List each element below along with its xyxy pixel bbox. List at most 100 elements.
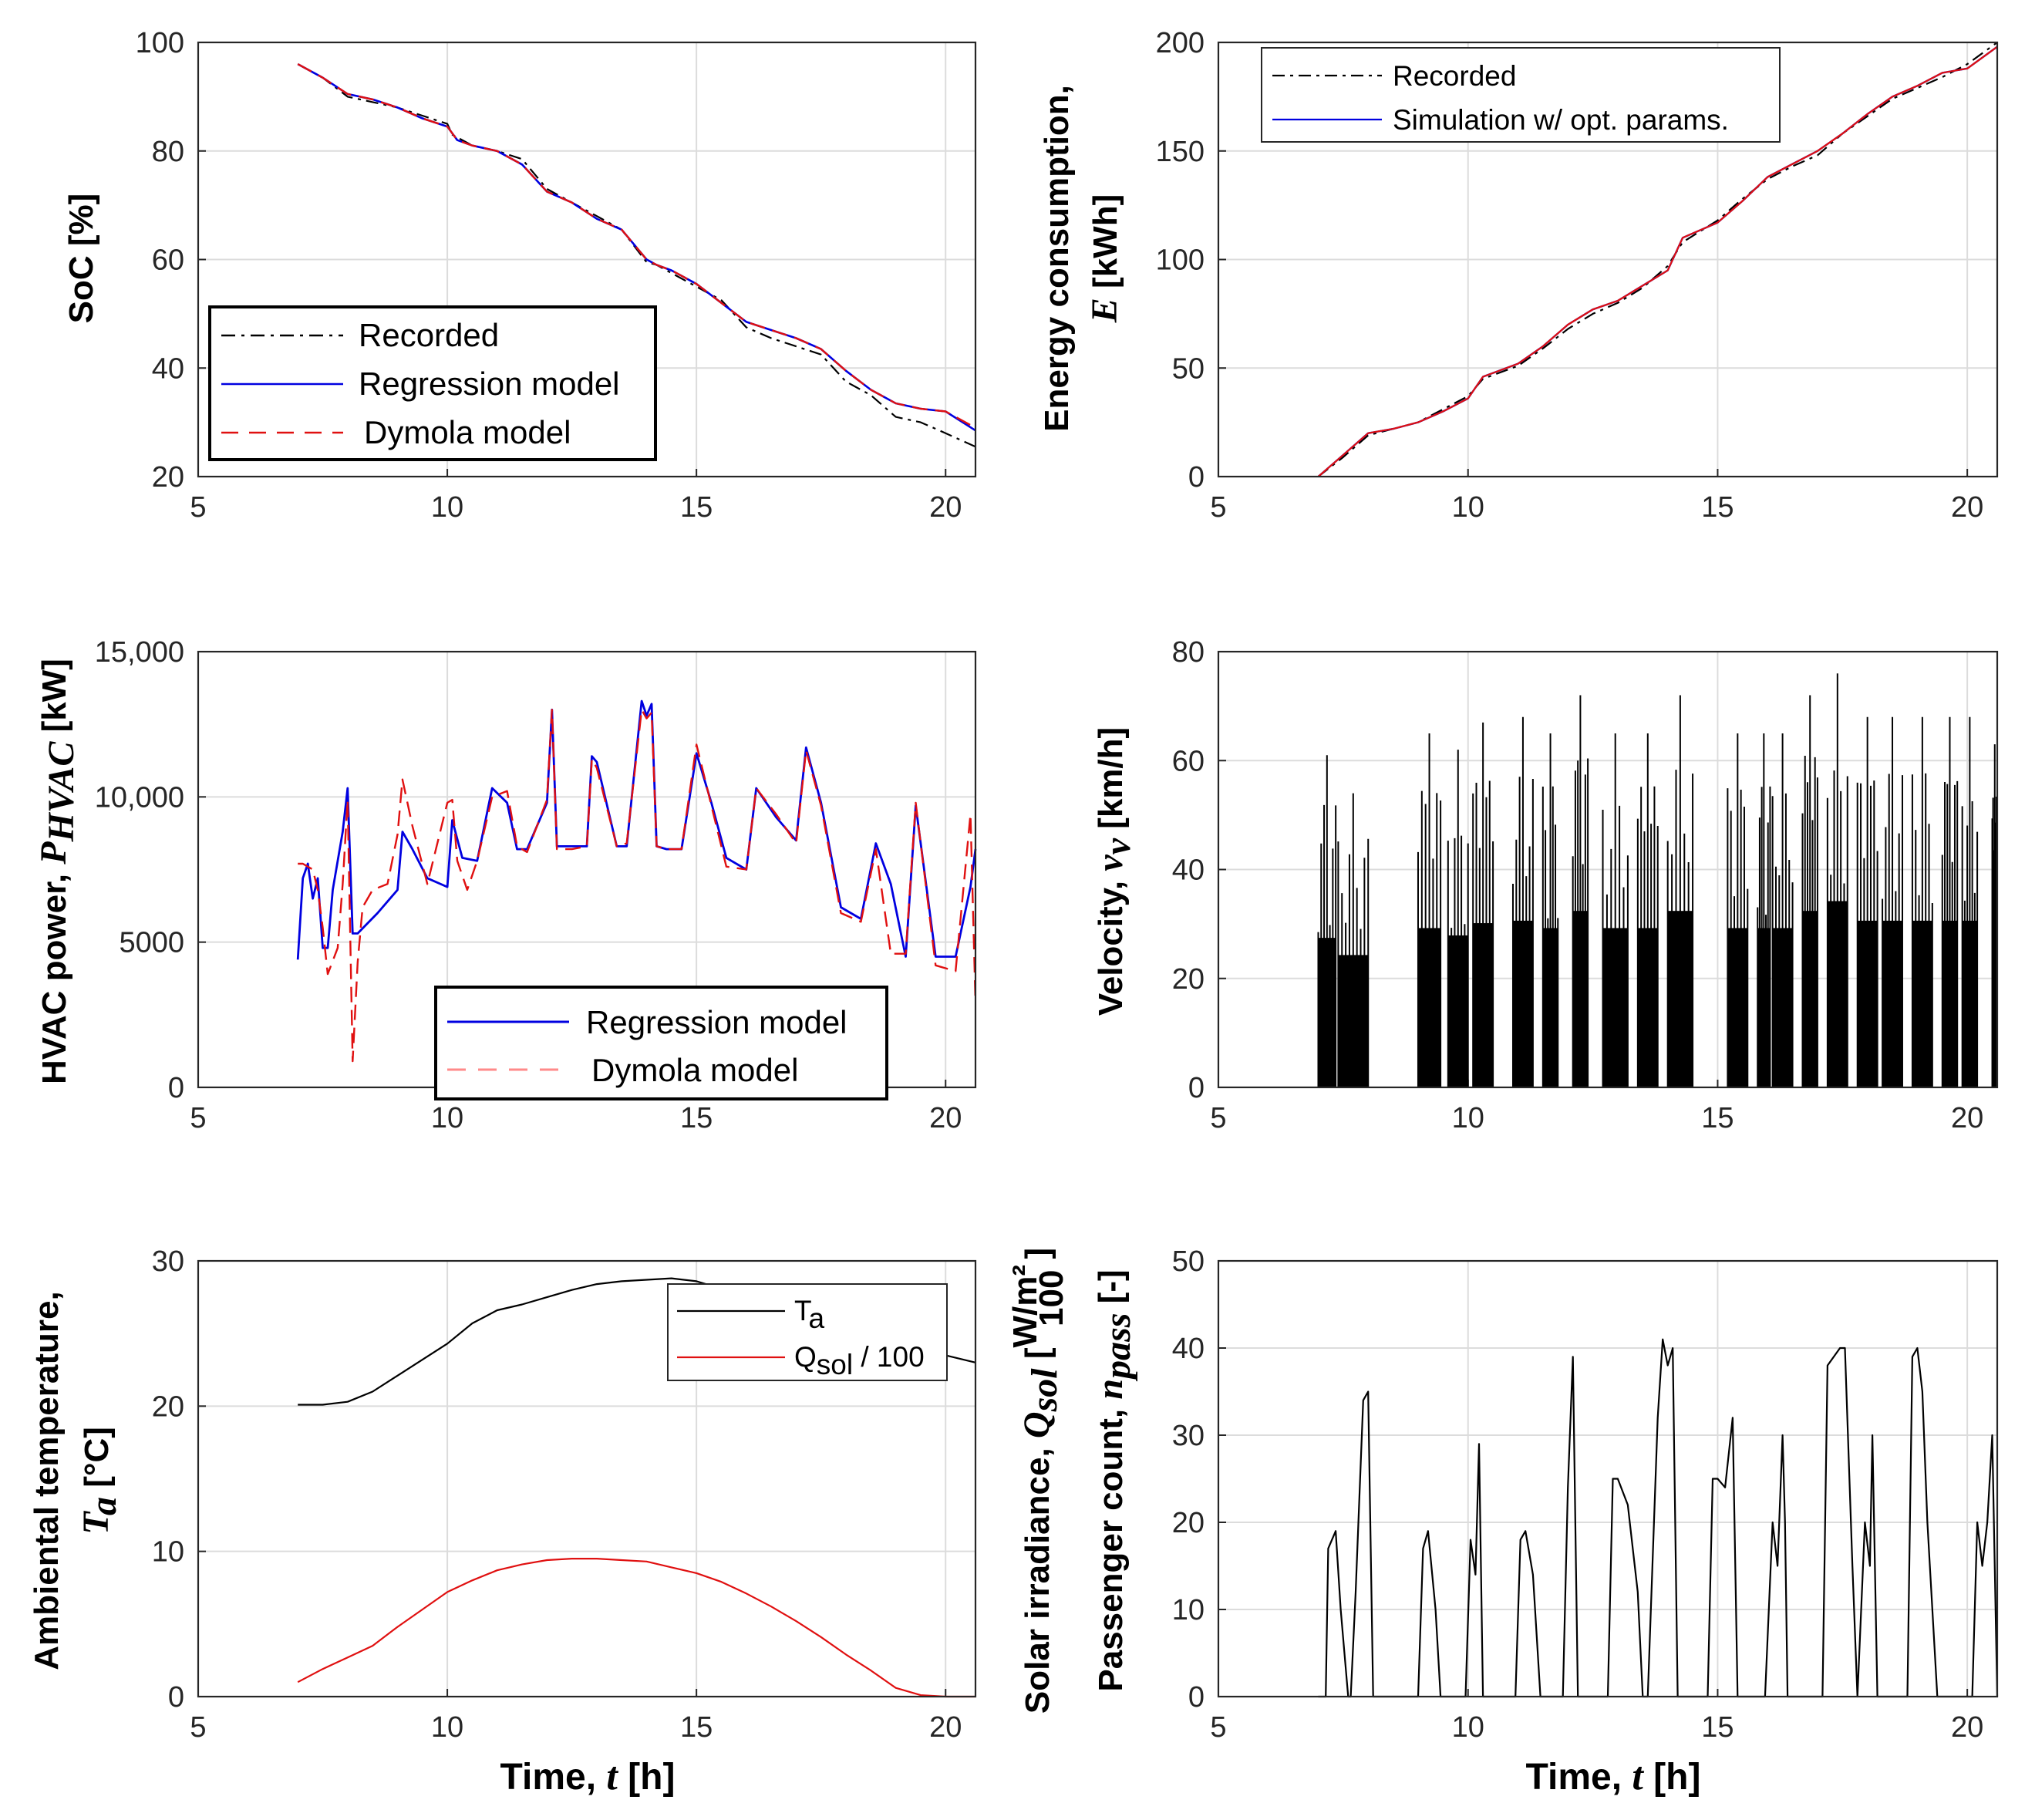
velocity-burst (1572, 695, 1589, 1087)
velocity-axes-frame (1217, 650, 1999, 1089)
soc-xtick-label: 5 (190, 491, 206, 524)
passengers-plot-area (1218, 1261, 1997, 1697)
soc-legend-dymola: Dymola model (364, 414, 571, 450)
hvac-ytick-label: 5000 (119, 927, 184, 959)
ambient-legend-ta: Ta (794, 1295, 825, 1334)
ambient-xtick-label: 10 (431, 1711, 463, 1744)
velocity-burst (1511, 716, 1534, 1087)
velocity-burst (1771, 733, 1794, 1087)
hvac-ylabel: HVAC power, PHVAC [kW] (33, 659, 82, 1084)
ambient-series-ta (298, 1277, 976, 1406)
velocity-ytick-label: 80 (1172, 636, 1205, 669)
energy-ytick-label: 200 (1156, 27, 1205, 59)
svg-text:Passenger count, npass [-]: Passenger count, npass [-] (1090, 1269, 1138, 1691)
energy-ytick-label: 100 (1156, 244, 1205, 277)
ambient-ytick-label: 10 (152, 1536, 184, 1569)
hvac-legend: Regression model Dymola model (434, 986, 888, 1100)
ambient-ytick-label: 30 (152, 1245, 184, 1278)
ambient-legend: Ta Qsol / 100 (667, 1283, 948, 1381)
passenger-series (1318, 1338, 1999, 1698)
passengers-ytick-label: 20 (1172, 1507, 1205, 1539)
passenger-xlabel: Time, t [h] (1526, 1754, 1701, 1798)
ambient-ytick-label: 0 (168, 1681, 184, 1714)
soc-xtick-label: 15 (680, 491, 713, 524)
hvac-xtick-label: 10 (431, 1102, 463, 1134)
passenger-ylabel: Passenger count, npass [-] (1090, 1269, 1138, 1691)
soc-axes-frame (197, 41, 977, 478)
energy-legend-recorded: Recorded (1393, 60, 1516, 92)
velocity-chart: 5 10 15 20 0 20 40 60 80 (1172, 636, 1999, 1134)
hvac-legend-regression: Regression model (586, 1004, 847, 1040)
energy-xtick-label: 20 (1951, 491, 1983, 524)
velocity-ytick-label: 40 (1172, 854, 1205, 887)
energy-ytick-label: 50 (1172, 352, 1205, 385)
velocity-burst (1472, 722, 1494, 1087)
energy-ytick-label: 150 (1156, 136, 1205, 168)
passengers-xtick-label: 20 (1951, 1711, 1983, 1744)
velocity-xtick-label: 10 (1452, 1102, 1484, 1134)
velocity-burst (1602, 733, 1629, 1087)
passenger-chart: 5 10 15 20 0 10 20 30 40 50 (1172, 1245, 1999, 1744)
velocity-burst (1856, 716, 1878, 1087)
hvac-ytick-label: 10,000 (95, 781, 184, 814)
passengers-ytick-label: 30 (1172, 1420, 1205, 1452)
energy-legend: Recorded Simulation w/ opt. params. (1261, 47, 1781, 143)
velocity-burst (1636, 733, 1659, 1087)
ambient-xtick-label: 20 (929, 1711, 962, 1744)
velocity-burst (1447, 750, 1469, 1087)
velocity-burst (1911, 716, 1933, 1087)
soc-ytick-label: 80 (152, 136, 184, 168)
velocity-burst (1757, 733, 1771, 1087)
soc-legend: Recorded Regression model Dymola model (208, 305, 657, 461)
velocity-burst (1666, 695, 1694, 1087)
energy-xtick-label: 5 (1210, 491, 1226, 524)
energy-axes-frame (1217, 41, 1999, 478)
soc-xtick-label: 10 (431, 491, 463, 524)
passengers-xtick-label: 10 (1452, 1711, 1484, 1744)
velocity-burst (1882, 716, 1903, 1087)
ambient-ylabel: Ambiental temperature, Ta [°C] (28, 1291, 124, 1670)
velocity-burst (1826, 673, 1848, 1087)
energy-ylabel: Energy consumption, E [kWh] (1038, 85, 1125, 432)
ambient-axes-frame (197, 1259, 977, 1698)
svg-text:Ambiental temperature,: Ambiental temperature, (28, 1291, 66, 1670)
velocity-burst (1541, 733, 1559, 1087)
energy-series-sim-overlay (1317, 46, 1998, 477)
hvac-legend-dymola: Dymola model (591, 1052, 798, 1088)
hvac-xtick-label: 15 (680, 1102, 713, 1134)
soc-ytick-label: 20 (152, 461, 184, 494)
velocity-xtick-label: 15 (1701, 1102, 1734, 1134)
passengers-xtick-label: 5 (1210, 1711, 1226, 1744)
svg-text:Energy consumption,: Energy consumption, (1038, 85, 1076, 432)
energy-series-recorded (1317, 42, 1998, 477)
energy-xtick-label: 10 (1452, 491, 1484, 524)
soc-legend-recorded: Recorded (359, 317, 499, 353)
soc-ytick-label: 60 (152, 244, 184, 277)
passengers-ytick-label: 50 (1172, 1245, 1205, 1278)
velocity-xtick-label: 20 (1951, 1102, 1983, 1134)
ambient-series-qsol (297, 1557, 975, 1698)
ambient-ytick-label: 20 (152, 1390, 184, 1423)
velocity-ytick-label: 20 (1172, 963, 1205, 996)
velocity-burst (1337, 793, 1370, 1087)
hvac-ytick-label: 15,000 (95, 636, 184, 669)
velocity-burst (1801, 695, 1818, 1087)
energy-xtick-label: 15 (1701, 491, 1734, 524)
velocity-ylabel: Velocity, vv [km/h] (1090, 727, 1138, 1016)
soc-series-regression (297, 62, 976, 432)
ambient-xlabel: Time, t [h] (500, 1754, 676, 1798)
hvac-series-regression (296, 699, 977, 960)
hvac-xtick-label: 5 (190, 1102, 206, 1134)
ambient-xtick-label: 5 (190, 1711, 206, 1744)
passengers-xtick-label: 15 (1701, 1711, 1734, 1744)
solar-ylabel: Solar irradiance, Qsol [W/m²100] (1006, 1248, 1070, 1714)
soc-legend-regression: Regression model (359, 366, 620, 402)
hvac-series-dymola (298, 709, 977, 1063)
svg-text:HVAC power, PHVAC [kW]: HVAC power, PHVAC [kW] (33, 659, 82, 1084)
svg-text:Solar irradiance, Qsol [W/m²10: Solar irradiance, Qsol [W/m²100] (1006, 1248, 1070, 1714)
velocity-burst (1961, 716, 1979, 1087)
hvac-xtick-label: 20 (929, 1102, 962, 1134)
passengers-ytick-label: 10 (1172, 1594, 1205, 1626)
energy-ytick-label: 0 (1188, 461, 1205, 494)
